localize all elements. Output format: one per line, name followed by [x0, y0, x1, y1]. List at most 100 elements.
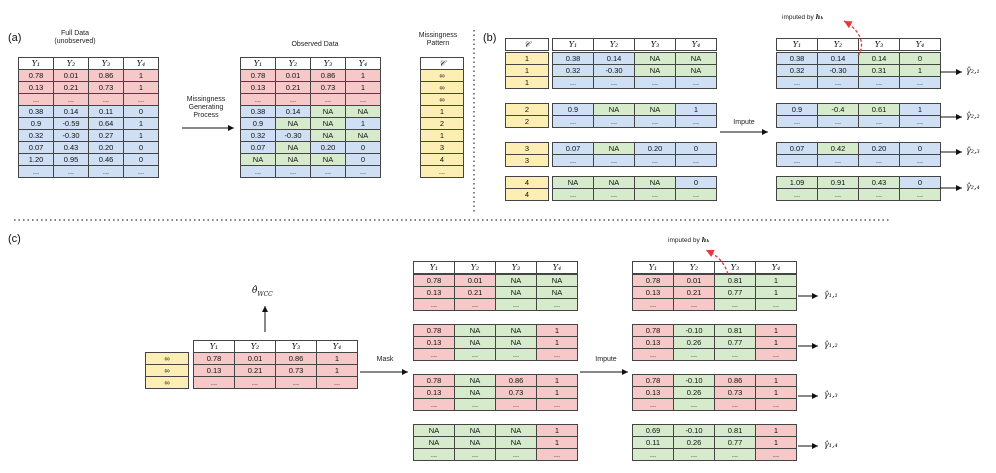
table-cell: 0.86 — [88, 69, 124, 82]
table-cell: 0.95 — [53, 153, 89, 166]
b-imputed-table-2: 0.9 -0.4 0.61 1............ — [776, 103, 941, 128]
table-cell: 0.07 — [776, 142, 818, 155]
table-cell: 0.73 — [310, 81, 346, 94]
full-data-table: Y₁ Y₂ Y₃ Y₄ 0.78 0.01 0.86 1 0.13 0.21 0.73 1......… — [18, 57, 159, 178]
column-header: Y₄ — [123, 57, 159, 70]
table-row: NA NA NA 0 — [552, 176, 717, 189]
c-source-table: Y₁ Y₂ Y₃ Y₄ 0.78 0.01 0.86 1 0.13 0.21 0.73 1......… — [193, 340, 358, 389]
column-header: Y₃ — [858, 38, 900, 51]
table-row: NA NA NA 0 — [240, 153, 381, 166]
column-header: Y₁ — [552, 38, 594, 51]
table-cell: ... — [755, 398, 797, 411]
table-cell: 0.38 — [240, 105, 276, 118]
table-cell: 0.20 — [310, 141, 346, 154]
table-cell: ... — [593, 76, 635, 89]
table-cell: 0.9 — [776, 103, 818, 116]
b-header-left: Y₁ Y₂ Y₃ Y₄ — [552, 38, 717, 51]
table-row: ............ — [18, 93, 159, 106]
table-cell: ... — [552, 76, 594, 89]
panel-a-label: (a) — [8, 32, 22, 44]
table-row: 1 — [505, 52, 549, 65]
table-row: 0.32 -0.30 0.27 1 — [18, 129, 159, 142]
table-cell: ... — [632, 398, 674, 411]
table-row: ∞ — [420, 81, 464, 94]
table-row: 1 — [420, 129, 464, 142]
table-cell: ∞ — [420, 69, 464, 82]
table-cell: ... — [316, 376, 358, 389]
table-cell: 0 — [123, 141, 159, 154]
column-header: Y₃ — [310, 57, 346, 70]
table-row: ............ — [552, 154, 717, 167]
table-row: 0.13 NA 0.73 1 — [413, 386, 578, 399]
table-cell: ... — [536, 298, 578, 311]
table-cell: 0.01 — [454, 274, 496, 287]
table-cell: NA — [593, 176, 635, 189]
table-cell: NA — [634, 103, 676, 116]
table-cell: ... — [634, 76, 676, 89]
c-imputed-table-1: 0.78 0.01 0.81 1 0.13 0.21 0.77 1............ — [632, 274, 797, 311]
column-header: Y₂ — [53, 57, 89, 70]
c-header-left: Y₁ Y₂ Y₃ Y₄ — [413, 261, 578, 274]
b-observed-table-3: 0.07 NA 0.20 0............ — [552, 142, 717, 167]
table-cell: ... — [675, 188, 717, 201]
imputed-by-symbol-c: hₖ — [701, 236, 710, 244]
table-row: ............ — [413, 398, 578, 411]
table-row: 0.78 0.01 0.86 1 — [193, 352, 358, 365]
table-cell: NA — [634, 176, 676, 189]
table-row: ............ — [776, 115, 941, 128]
table-cell: ... — [275, 376, 317, 389]
table-cell: 1 — [420, 129, 464, 142]
table-cell: NA — [593, 142, 635, 155]
table-row: 4 — [505, 176, 549, 189]
table-cell: ∞ — [145, 352, 189, 365]
table-row: ............ — [552, 76, 717, 89]
table-cell: ... — [413, 298, 455, 311]
panel-c-label: (c) — [8, 233, 21, 245]
b-imputed-table-4: 1.09 0.91 0.43 0............ — [776, 176, 941, 201]
table-cell: NA — [536, 274, 578, 287]
table-cell: 1 — [755, 336, 797, 349]
table-cell: 0.26 — [673, 436, 715, 449]
table-row: 0.9 NA NA 1 — [240, 117, 381, 130]
table-cell: -0.10 — [673, 424, 715, 437]
table-cell: 4 — [505, 176, 549, 189]
column-header: Y₂ — [673, 261, 715, 274]
table-cell: 0.78 — [632, 274, 674, 287]
table-row: 0.38 0.14 0.14 0 — [776, 52, 941, 65]
table-cell: 0.13 — [632, 336, 674, 349]
table-cell: NA — [495, 436, 537, 449]
table-cell: 0.13 — [193, 364, 235, 377]
table-cell: 0.31 — [858, 64, 900, 77]
table-cell: 0.07 — [240, 141, 276, 154]
table-row: 0.78 0.01 0.81 1 — [632, 274, 797, 287]
table-row: ∞ — [420, 69, 464, 82]
gamma-b4: γ̂₂,₄ — [966, 182, 980, 191]
table-cell: ... — [536, 398, 578, 411]
table-row: 0.38 0.14 0.11 0 — [18, 105, 159, 118]
table-cell: 1 — [755, 286, 797, 299]
table-row: 2 — [505, 115, 549, 128]
table-row: 0.78 -0.10 0.86 1 — [632, 374, 797, 387]
c-masked-table-1: 0.78 0.01 NA NA 0.13 0.21 NA NA............ — [413, 274, 578, 311]
table-cell: 0.78 — [413, 374, 455, 387]
table-cell: 1 — [536, 436, 578, 449]
table-cell: -0.30 — [593, 64, 635, 77]
table-cell: 0 — [675, 142, 717, 155]
table-cell: 0.86 — [495, 374, 537, 387]
imputed-by-text-b: imputed by — [782, 14, 814, 21]
table-cell: ... — [240, 165, 276, 178]
table-cell: 0.32 — [240, 129, 276, 142]
table-cell: 1 — [536, 424, 578, 437]
table-cell: 1 — [123, 117, 159, 130]
table-cell: -0.4 — [817, 103, 859, 116]
table-cell: 0.20 — [88, 141, 124, 154]
table-cell: ... — [552, 188, 594, 201]
table-row: 3 — [505, 142, 549, 155]
table-cell: 0.11 — [88, 105, 124, 118]
table-cell: ... — [673, 298, 715, 311]
table-cell: NA — [310, 105, 346, 118]
table-cell: ... — [714, 398, 756, 411]
table-cell: 0.91 — [817, 176, 859, 189]
